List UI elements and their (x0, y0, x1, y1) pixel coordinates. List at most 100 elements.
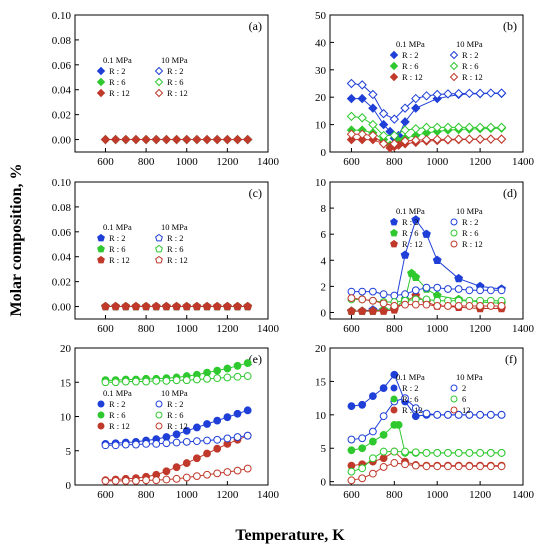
data-point (433, 462, 442, 471)
figure-y-axis-title: Molar composition, % (8, 163, 25, 316)
data-point (233, 466, 242, 475)
data-point (142, 476, 151, 485)
legend-group-label: 0.1 MPa (103, 222, 132, 232)
data-point (121, 476, 130, 485)
data-point (454, 449, 463, 457)
data-point (465, 449, 474, 457)
data-point (411, 93, 421, 104)
data-point (223, 364, 232, 373)
y-tick-label: 5 (66, 446, 72, 458)
data-point (358, 287, 367, 296)
data-point (411, 103, 421, 113)
data-point (432, 89, 442, 100)
data-point (121, 301, 131, 311)
data-point (358, 400, 367, 409)
data-point (421, 122, 432, 133)
data-point (172, 438, 181, 447)
data-point (347, 287, 356, 296)
data-point (368, 130, 378, 141)
data-point (378, 119, 389, 130)
data-point (347, 306, 356, 315)
legend-group-label: 10 MPa (161, 222, 188, 232)
data-point (358, 295, 367, 304)
data-point (357, 80, 367, 90)
data-point (368, 119, 378, 130)
data-point (476, 410, 485, 419)
data-point (232, 134, 243, 145)
data-point (101, 378, 110, 387)
data-point (497, 449, 506, 457)
data-point (243, 406, 252, 415)
legend-entry-label: R : 12 (462, 239, 483, 249)
legend-group-label: 10 MPa (456, 39, 483, 49)
data-point (346, 78, 357, 89)
data-point (411, 412, 420, 421)
plot-frame (329, 181, 524, 320)
data-point (421, 134, 432, 145)
legend-entry-label: R : 6 (167, 410, 184, 420)
data-point (233, 301, 242, 311)
data-point (161, 134, 172, 145)
legend-group-label: 10 MPa (456, 372, 483, 382)
y-tick-label: 0.06 (52, 60, 72, 72)
panel-label: (d) (503, 186, 517, 200)
data-point (141, 134, 151, 145)
legend-entry-label: R : 2 (462, 217, 479, 227)
x-tick-label: 800 (386, 323, 403, 335)
data-point (486, 122, 496, 133)
data-point (203, 420, 211, 428)
data-point (182, 134, 192, 145)
data-point (379, 299, 388, 308)
data-point (233, 372, 242, 381)
data-point (443, 89, 453, 99)
data-point (454, 302, 463, 310)
data-point (182, 459, 191, 467)
legend-entry-label: R : 6 (402, 394, 419, 404)
data-point (401, 447, 409, 456)
x-tick-label: 1400 (257, 489, 280, 501)
x-tick-label: 1000 (176, 156, 199, 168)
data-point (379, 447, 388, 456)
y-tick-label: 10 (315, 120, 327, 132)
legend-marker (450, 218, 458, 226)
data-point (476, 286, 485, 295)
legend-marker (390, 406, 398, 414)
chart-panel: (b) 600 800 1000 1200 1400 0 10 20 30 40 50 0.1 MPa 1… (315, 10, 535, 168)
data-point (422, 229, 431, 238)
data-point (411, 215, 421, 224)
data-point (411, 135, 421, 145)
data-point (358, 474, 367, 483)
data-point (111, 378, 120, 387)
y-tick-label: 0.04 (52, 252, 72, 264)
legend-entry-label: R : 6 (167, 77, 184, 87)
data-point (453, 88, 464, 99)
legend-group-label: 0.1 MPa (103, 388, 132, 398)
chart-panel: (e) 600 800 1000 1200 1400 0 5 10 15 20 0.1 MPa 10 M… (60, 343, 280, 501)
legend-entry-label: R : 2 (109, 399, 126, 409)
data-point (243, 464, 252, 473)
data-point (422, 462, 431, 471)
legend-group-label: 10 MPa (161, 55, 188, 65)
legend-group-label: 0.1 MPa (396, 206, 425, 216)
data-point (379, 454, 388, 463)
y-tick-label: 2 (321, 281, 327, 293)
legend-entry-label: R : 12 (109, 255, 130, 265)
data-point (347, 402, 356, 411)
data-point (172, 430, 181, 439)
legend-marker (390, 228, 398, 237)
legend-marker (97, 422, 105, 430)
data-point (347, 476, 356, 485)
plot-frame (74, 14, 269, 153)
data-point (243, 301, 253, 311)
y-tick-label: 5 (321, 443, 327, 455)
data-point (422, 283, 431, 292)
data-point (390, 459, 399, 467)
data-point (162, 376, 171, 385)
legend-marker (154, 88, 164, 98)
y-tick-label: 15 (315, 376, 327, 388)
y-tick-label: 6 (321, 229, 327, 241)
y-tick-label: 0.10 (52, 10, 72, 22)
data-point (182, 473, 191, 482)
panel-label: (e) (249, 352, 262, 366)
data-point (162, 467, 171, 476)
